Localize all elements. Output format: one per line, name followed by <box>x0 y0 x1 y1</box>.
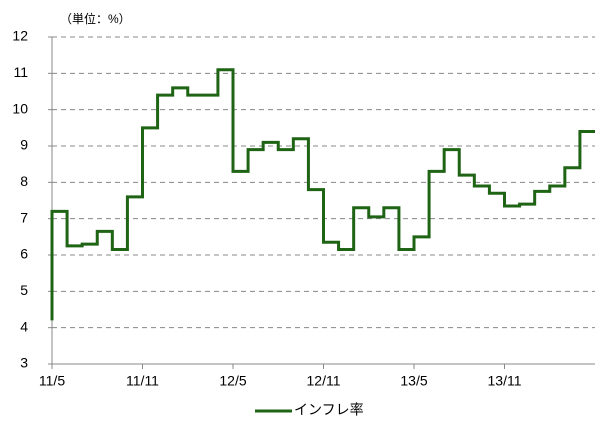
y-tick-label: 3 <box>20 355 28 371</box>
x-tick-label: 11/5 <box>39 373 65 389</box>
x-tick-label: 12/5 <box>219 373 246 389</box>
y-tick-label: 11 <box>13 64 28 80</box>
unit-label: （単位：%） <box>60 11 131 26</box>
x-tick-label: 13/11 <box>488 373 522 389</box>
legend-label: インフレ率 <box>294 402 364 418</box>
y-tick-label: 4 <box>20 318 28 334</box>
y-tick-label: 10 <box>12 100 28 116</box>
y-tick-label: 12 <box>12 28 28 44</box>
y-tick-label: 8 <box>20 173 28 189</box>
y-tick-label: 6 <box>20 246 28 262</box>
x-tick-label: 13/5 <box>400 373 427 389</box>
y-tick-label: 7 <box>20 209 28 225</box>
y-tick-label: 5 <box>20 282 28 298</box>
x-tick-label: 12/11 <box>307 373 341 389</box>
y-tick-label: 9 <box>20 137 28 153</box>
x-tick-label: 11/11 <box>126 373 159 389</box>
series-line <box>50 68 595 321</box>
